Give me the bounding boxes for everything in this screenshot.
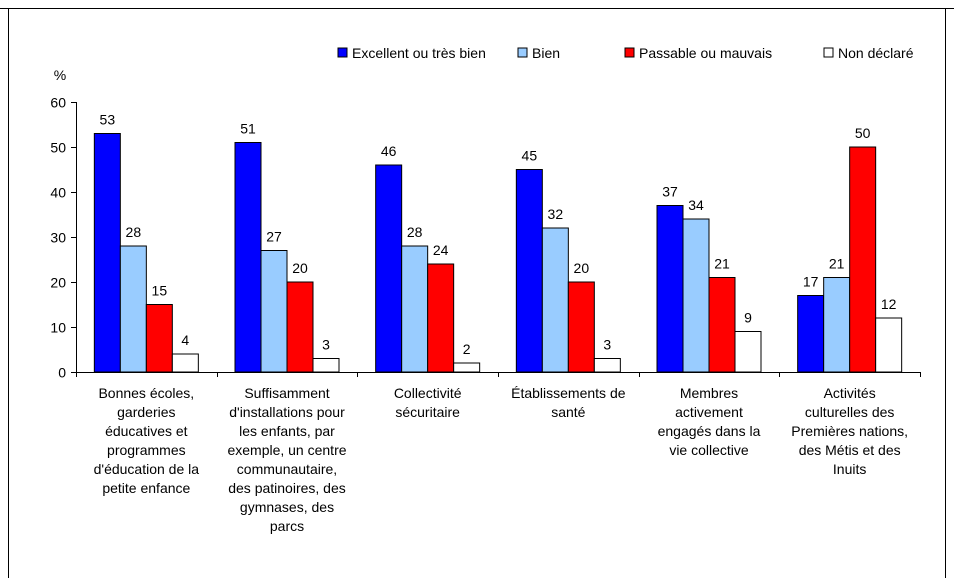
- bar-value-label: 50: [855, 125, 871, 141]
- y-tick-label: 0: [58, 365, 66, 381]
- x-axis: Bonnes écoles, garderies éducatives et prog…: [76, 372, 921, 534]
- y-tick-label: 30: [50, 230, 66, 246]
- bar-value-label: 37: [662, 184, 678, 200]
- bar-value-label: 20: [574, 260, 590, 276]
- y-tick-label: 20: [50, 275, 66, 291]
- bar: [567, 281, 595, 373]
- category-label: Collectivité sécuritaire: [394, 385, 462, 420]
- bar: [234, 142, 262, 373]
- bar: [427, 263, 455, 373]
- y-axis-label: %: [54, 67, 66, 83]
- bar-value-label: 3: [603, 337, 611, 353]
- bar-value-label: 27: [266, 229, 282, 245]
- legend-label: Excellent ou très bien: [352, 45, 486, 61]
- bar: [401, 245, 429, 373]
- category-label: Activités culturelles des Premières nation…: [791, 385, 908, 477]
- bar: [682, 218, 710, 373]
- bar: [875, 317, 903, 373]
- bar-value-label: 46: [381, 143, 397, 159]
- bar: [541, 227, 569, 373]
- legend-label: Non déclaré: [838, 45, 914, 61]
- bar: [797, 295, 825, 373]
- bar: [708, 277, 736, 373]
- bar: [145, 304, 173, 373]
- legend-swatch: [823, 47, 834, 58]
- bar-value-label: 28: [126, 224, 142, 240]
- bar: [593, 358, 621, 373]
- bar: [453, 362, 481, 373]
- bar-value-label: 2: [463, 341, 471, 357]
- bar: [849, 146, 877, 373]
- bar: [260, 250, 288, 373]
- bar: [119, 245, 147, 373]
- bar-value-label: 28: [407, 224, 423, 240]
- y-tick-label: 60: [50, 95, 66, 111]
- bar: [515, 169, 543, 373]
- category-label: Suffisamment d'installations pour les enfa…: [227, 385, 346, 534]
- bar-value-label: 3: [322, 337, 330, 353]
- bar-value-label: 12: [881, 296, 897, 312]
- bar: [823, 277, 851, 373]
- bar: [286, 281, 314, 373]
- legend-swatch: [337, 47, 348, 58]
- category-label: Établissements de santé: [511, 385, 626, 420]
- y-tick-label: 50: [50, 140, 66, 156]
- category-label: Bonnes écoles, garderies éducatives et prog…: [94, 385, 200, 496]
- bar-value-label: 24: [433, 242, 449, 258]
- bar-value-label: 21: [714, 256, 730, 272]
- bar: [656, 205, 684, 373]
- category-label: Membres activement engagés dans la vie coll…: [658, 385, 761, 458]
- legend-swatch: [517, 47, 528, 58]
- bar: [375, 164, 403, 373]
- bar-value-label: 4: [181, 332, 189, 348]
- y-tick-label: 10: [50, 320, 66, 336]
- y-axis: 0 10 20 30 40 50 60%: [50, 67, 77, 381]
- bar-value-label: 17: [803, 274, 819, 290]
- bar-value-label: 53: [100, 112, 116, 128]
- bar-value-label: 51: [240, 121, 256, 137]
- bar: [312, 358, 340, 373]
- bar: [734, 331, 762, 373]
- bars: 53 28 15 4 51 27 20 3 46 28 24 2 45 32 20 3 37 34 21 9 17 21 5…: [93, 112, 903, 373]
- bar-value-label: 21: [829, 256, 845, 272]
- bar-value-label: 34: [688, 197, 704, 213]
- bar: [93, 133, 121, 373]
- bar-value-label: 9: [744, 310, 752, 326]
- y-tick-label: 40: [50, 185, 66, 201]
- bar: [171, 353, 199, 373]
- legend-label: Bien: [532, 45, 560, 61]
- legend-label: Passable ou mauvais: [639, 45, 772, 61]
- legend: Excellent ou très bien Bien Passable ou ma…: [337, 45, 914, 61]
- bar-value-label: 15: [152, 283, 168, 299]
- bar-value-label: 20: [292, 260, 308, 276]
- bar-value-label: 45: [522, 148, 538, 164]
- bar-value-label: 32: [548, 206, 564, 222]
- legend-swatch: [624, 47, 635, 58]
